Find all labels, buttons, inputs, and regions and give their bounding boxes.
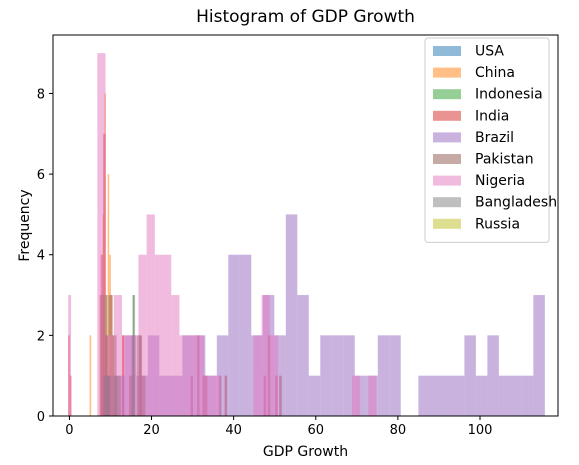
legend: USA China Indonesia India Brazil Pakistan Nige… bbox=[424, 37, 557, 243]
histogram-bar bbox=[452, 375, 465, 416]
histogram-bar bbox=[389, 335, 401, 416]
x-axis-label: GDP Growth bbox=[263, 444, 348, 460]
legend-box bbox=[424, 37, 550, 243]
x-tick-label: 0 bbox=[65, 423, 73, 438]
y-tick-label: 6 bbox=[37, 168, 45, 183]
bars-layer bbox=[68, 53, 545, 417]
plot-frame bbox=[52, 34, 559, 417]
y-tick-label: 2 bbox=[37, 329, 45, 344]
legend-item-nigeria: Nigeria bbox=[433, 173, 525, 189]
legend-swatch bbox=[433, 154, 461, 164]
legend-item-indonesia: Indonesia bbox=[433, 87, 543, 103]
histogram-bar bbox=[179, 335, 188, 416]
legend-swatch bbox=[433, 110, 461, 121]
legend-label: USA bbox=[475, 44, 504, 60]
histogram-bar bbox=[216, 335, 229, 416]
legend-swatch bbox=[433, 89, 461, 100]
y-tick-label: 0 bbox=[37, 410, 45, 425]
histogram-bar bbox=[97, 53, 106, 416]
x-tick-label: 20 bbox=[143, 423, 160, 438]
x-tick-label: 40 bbox=[225, 423, 242, 438]
legend-swatch bbox=[433, 67, 461, 78]
legend-label: Pakistan bbox=[475, 152, 534, 168]
histogram-bar bbox=[89, 335, 92, 416]
histogram-bar bbox=[418, 375, 430, 416]
histogram-bar bbox=[228, 254, 240, 416]
y-axis: 0 2 4 6 8 bbox=[37, 87, 53, 425]
histogram-bar bbox=[498, 375, 511, 416]
legend-item-russia: Russia bbox=[433, 216, 520, 232]
histogram-bar bbox=[107, 375, 110, 416]
legend-swatch bbox=[433, 132, 461, 143]
legend-label: Brazil bbox=[475, 130, 514, 146]
y-tick-label: 4 bbox=[37, 249, 45, 264]
legend-item-usa: USA bbox=[433, 44, 504, 60]
histogram-bar bbox=[320, 335, 332, 416]
histogram-bar bbox=[464, 335, 476, 416]
legend-item-pakistan: Pakistan bbox=[433, 152, 534, 168]
histogram-bar bbox=[429, 375, 442, 416]
legend-label: Bangladesh bbox=[475, 195, 557, 211]
x-tick-label: 100 bbox=[468, 423, 493, 438]
histogram-bar bbox=[354, 375, 367, 416]
histogram-bar bbox=[138, 254, 147, 416]
legend-swatch bbox=[433, 197, 461, 208]
series-bangladesh-bars bbox=[104, 295, 136, 416]
histogram-bar bbox=[533, 295, 545, 416]
legend-item-china: China bbox=[433, 65, 515, 81]
histogram-bar bbox=[114, 375, 118, 416]
x-axis: 0 20 40 60 80 100 bbox=[65, 416, 492, 438]
histogram-bar bbox=[239, 254, 252, 416]
histogram-bar bbox=[487, 335, 499, 416]
legend-label: China bbox=[475, 65, 515, 81]
chart-title: Histogram of GDP Growth bbox=[196, 7, 415, 27]
histogram-bar bbox=[132, 295, 136, 416]
histogram-bar bbox=[113, 295, 122, 416]
y-axis-label: Frequency bbox=[17, 189, 33, 261]
histogram-bar bbox=[146, 214, 155, 416]
x-tick-label: 80 bbox=[390, 423, 407, 438]
legend-label: India bbox=[475, 108, 509, 124]
histogram-bar bbox=[195, 335, 205, 416]
histogram-bar bbox=[351, 375, 361, 416]
histogram-bar bbox=[331, 335, 344, 416]
legend-item-brazil: Brazil bbox=[433, 130, 514, 146]
histogram-bar bbox=[204, 375, 213, 416]
histogram-bar bbox=[368, 375, 377, 416]
histogram-bar bbox=[261, 295, 270, 416]
histogram-bar bbox=[308, 375, 321, 416]
x-tick-label: 60 bbox=[307, 423, 324, 438]
histogram-bar bbox=[68, 295, 72, 416]
histogram-bar bbox=[212, 375, 221, 416]
histogram-bar bbox=[343, 335, 355, 416]
legend-item-india: India bbox=[433, 108, 509, 124]
histogram-bar bbox=[274, 335, 286, 416]
histogram-bar bbox=[163, 254, 172, 416]
legend-label: Indonesia bbox=[475, 87, 543, 103]
histogram-bar bbox=[253, 335, 262, 416]
histogram-bar bbox=[171, 295, 180, 416]
histogram-bar bbox=[154, 254, 164, 416]
histogram-bar bbox=[104, 295, 108, 416]
histogram-bar bbox=[521, 375, 534, 416]
histogram-bar bbox=[441, 375, 453, 416]
legend-swatch bbox=[433, 46, 461, 56]
histogram-bar bbox=[475, 375, 488, 416]
histogram-bar bbox=[297, 295, 309, 416]
histogram-bar bbox=[269, 335, 278, 416]
legend-label: Nigeria bbox=[475, 173, 525, 189]
y-tick-label: 8 bbox=[37, 87, 45, 102]
histogram-bar bbox=[121, 335, 131, 416]
histogram-bar bbox=[377, 335, 390, 416]
legend-item-bangladesh: Bangladesh bbox=[433, 195, 557, 211]
histogram-bar bbox=[510, 375, 522, 416]
legend-swatch bbox=[433, 175, 461, 186]
histogram-bar bbox=[285, 214, 298, 416]
legend-swatch bbox=[433, 218, 461, 229]
legend-label: Russia bbox=[475, 216, 520, 232]
histogram-bar bbox=[187, 335, 196, 416]
